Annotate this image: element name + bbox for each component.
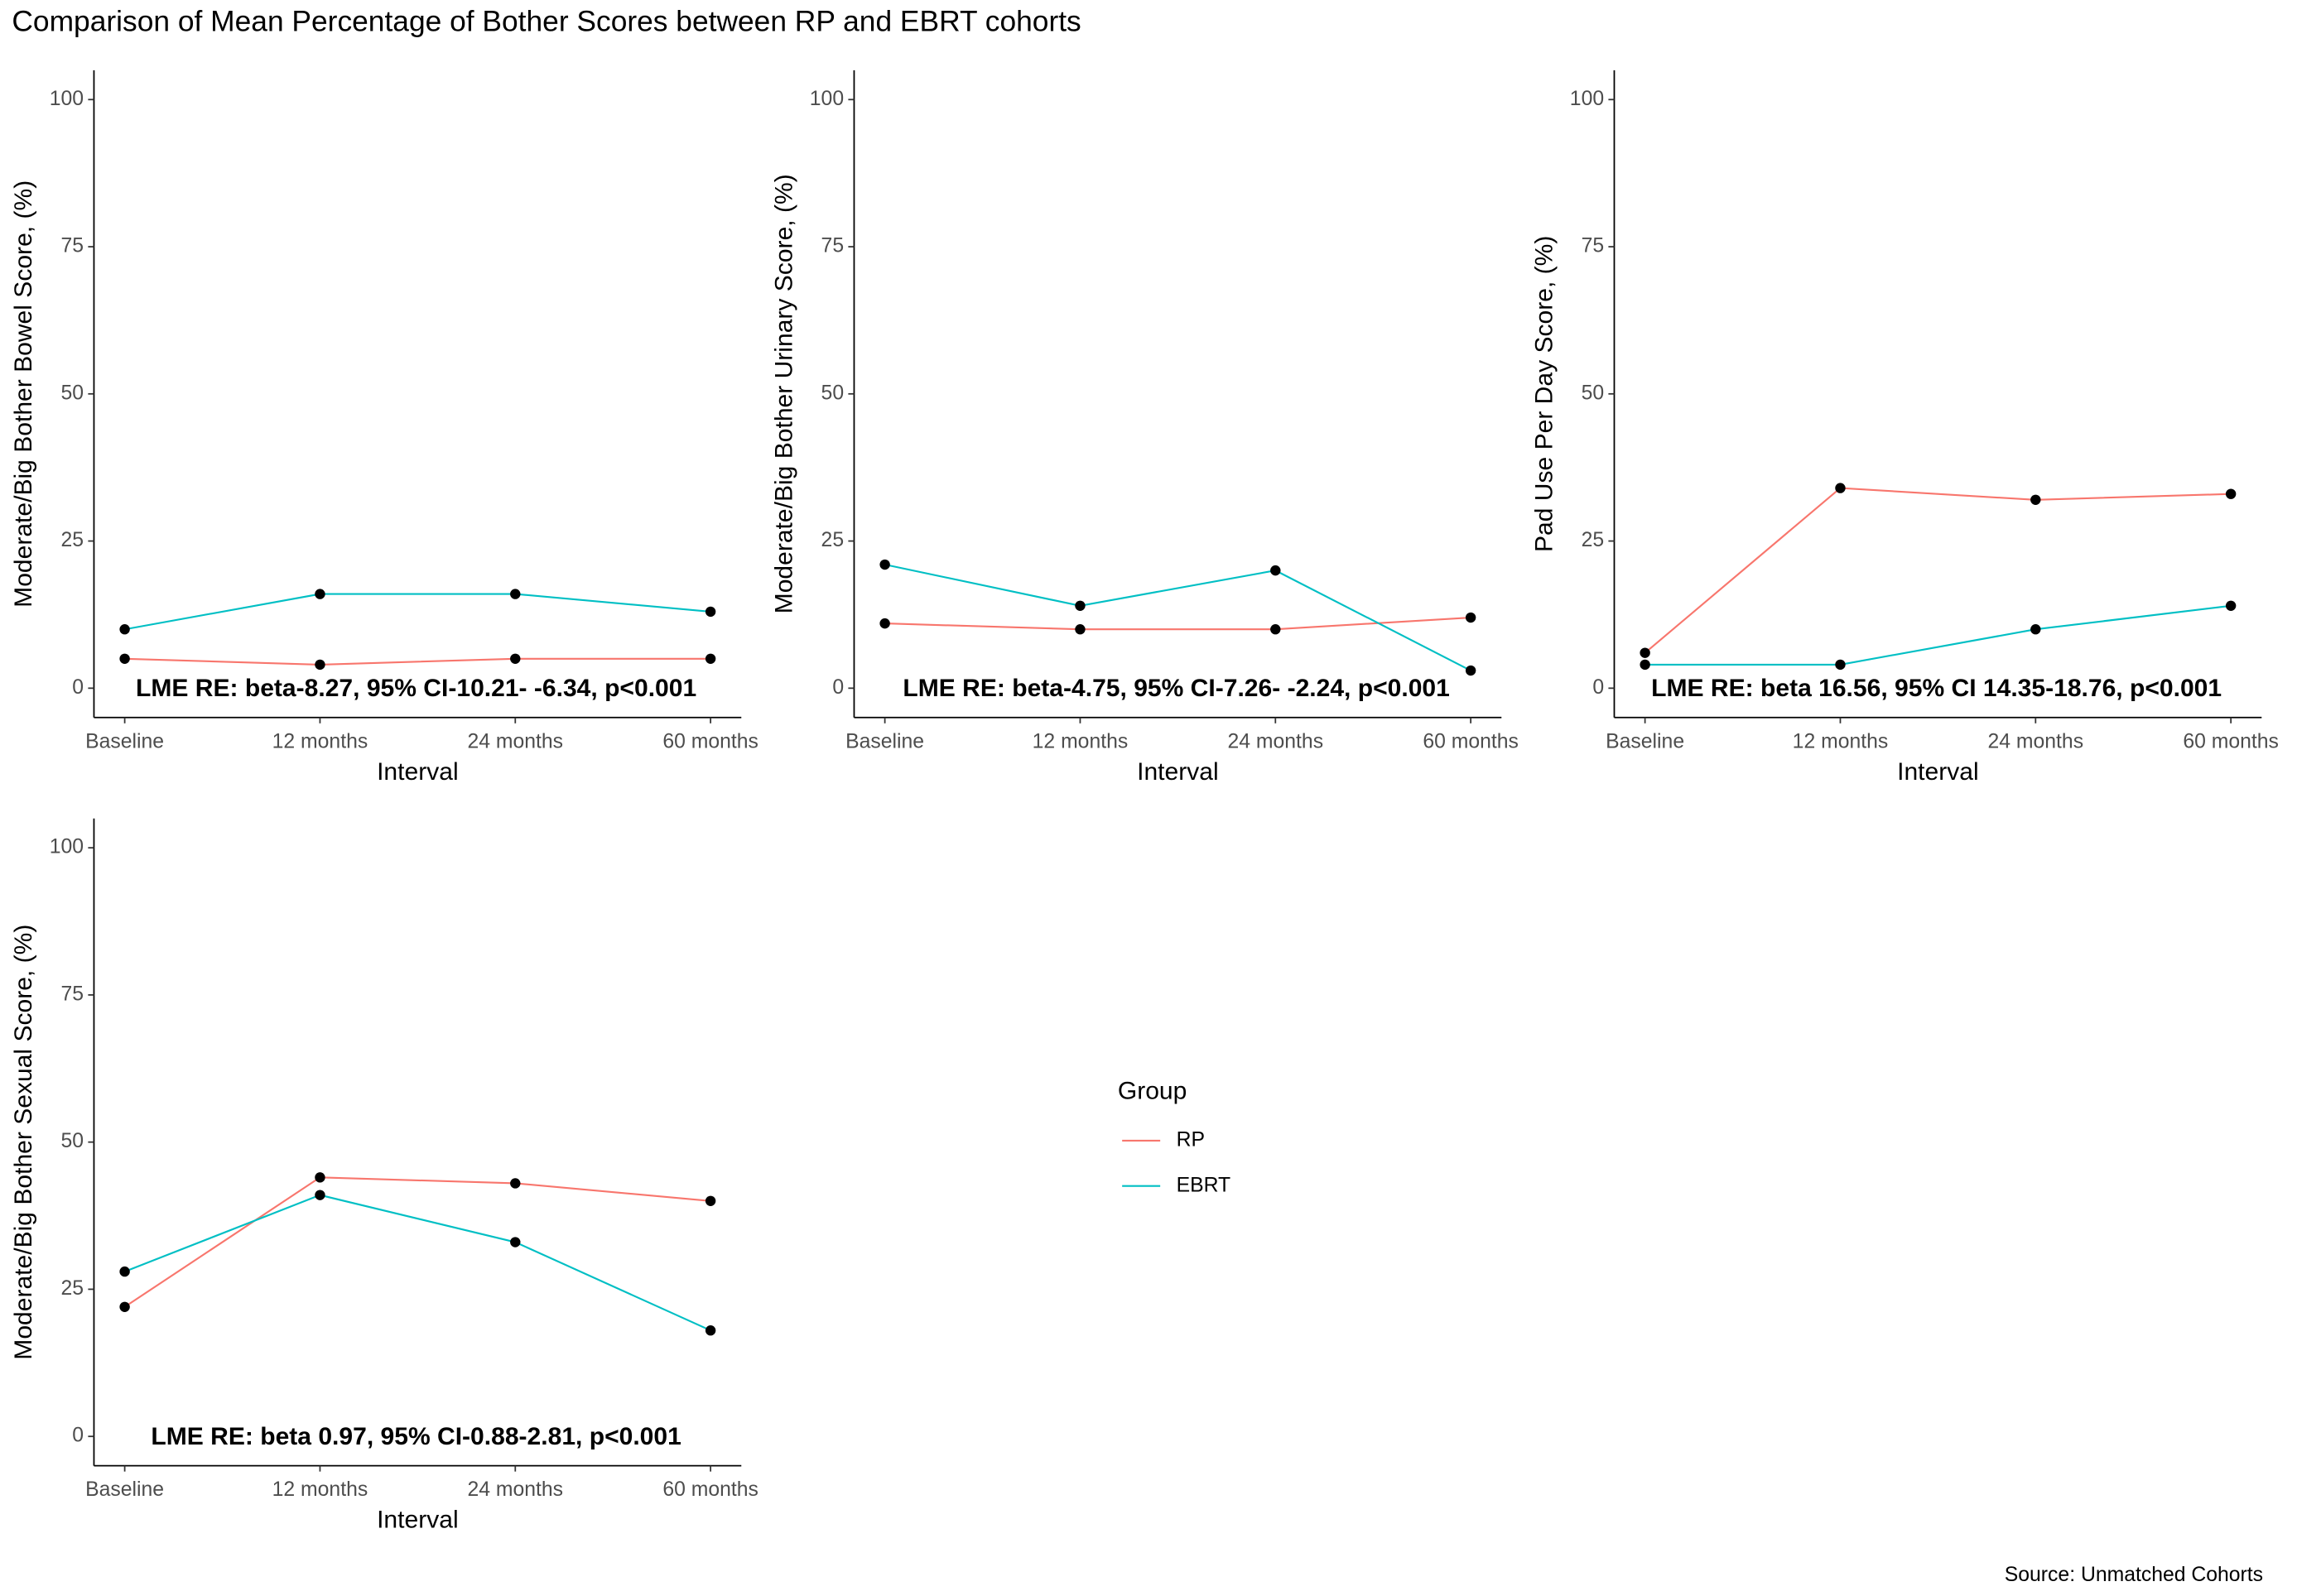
data-point (879, 559, 890, 570)
x-tick-label: 60 months (2183, 730, 2279, 752)
annotation: LME RE: beta 0.97, 95% CI-0.88-2.81, p<0… (151, 1423, 681, 1450)
series-line (884, 563, 1471, 671)
data-point (119, 1301, 130, 1312)
x-tick-label: 12 months (1033, 730, 1129, 752)
data-point (705, 1325, 716, 1336)
data-point (879, 618, 890, 629)
data-point (119, 1266, 130, 1277)
y-tick-label: 25 (61, 1277, 84, 1300)
data-point (315, 1172, 325, 1183)
y-tick-label: 75 (1582, 235, 1605, 257)
y-tick-label: 25 (61, 529, 84, 551)
legend-label: EBRT (1177, 1174, 1231, 1196)
x-axis-title: Interval (1137, 758, 1219, 786)
y-axis-title: Moderate/Big Bother Urinary Score, (%) (770, 174, 797, 613)
data-point (1835, 483, 1846, 493)
y-tick-label: 75 (821, 235, 845, 257)
y-tick-label: 100 (50, 836, 84, 858)
series-line (1644, 604, 2232, 666)
data-point (705, 1195, 716, 1206)
y-tick-label: 25 (821, 529, 845, 551)
x-tick-label: 24 months (467, 1478, 563, 1501)
data-point (510, 589, 521, 599)
annotation: LME RE: beta-8.27, 95% CI-10.21- -6.34, … (136, 675, 696, 702)
y-tick-label: 0 (72, 676, 84, 699)
figure-title: Comparison of Mean Percentage of Bother … (12, 6, 1081, 38)
legend-title: Group (1118, 1077, 1187, 1104)
data-point (705, 653, 716, 664)
data-point (2030, 624, 2041, 635)
x-tick-label: 24 months (1228, 730, 1324, 752)
x-tick-label: 12 months (272, 730, 368, 752)
x-tick-label: 24 months (1988, 730, 2084, 752)
data-point (1270, 565, 1281, 576)
x-tick-label: 24 months (467, 730, 563, 752)
x-axis-title: Interval (377, 758, 459, 786)
x-tick-label: Baseline (1606, 730, 1684, 752)
y-tick-label: 75 (61, 983, 84, 1005)
x-tick-label: 60 months (662, 730, 758, 752)
data-point (315, 659, 325, 671)
x-axis-title: Interval (1897, 758, 1979, 786)
data-point (1075, 600, 1086, 611)
x-tick-label: Baseline (85, 1478, 164, 1501)
x-tick-label: Baseline (85, 730, 164, 752)
data-point (705, 606, 716, 618)
x-tick-label: Baseline (845, 730, 924, 752)
series-line (124, 593, 711, 631)
y-tick-label: 25 (1582, 529, 1605, 551)
y-tick-label: 0 (832, 676, 844, 699)
y-axis-title: Moderate/Big Bother Bowel Score, (%) (10, 180, 37, 608)
data-point (315, 589, 325, 599)
series-line (1644, 487, 2232, 654)
data-point (1270, 624, 1281, 635)
data-point (510, 1178, 521, 1189)
y-axis-title: Moderate/Big Bother Sexual Score, (%) (10, 925, 37, 1360)
data-point (1640, 659, 1650, 671)
series-line (884, 616, 1471, 631)
x-tick-label: 12 months (272, 1478, 368, 1501)
data-point (1835, 659, 1846, 671)
data-point (510, 653, 521, 664)
y-tick-label: 0 (72, 1425, 84, 1447)
data-point (1465, 612, 1476, 623)
data-point (2225, 600, 2237, 611)
y-tick-label: 50 (61, 382, 84, 404)
legend-label: RP (1177, 1128, 1205, 1151)
y-tick-label: 50 (1582, 382, 1605, 404)
data-point (2225, 488, 2237, 499)
data-point (119, 624, 130, 635)
x-tick-label: 12 months (1793, 730, 1889, 752)
x-axis-title: Interval (377, 1507, 459, 1534)
y-axis-title: Pad Use Per Day Score, (%) (1530, 236, 1558, 552)
y-tick-label: 100 (50, 88, 84, 110)
data-point (2030, 494, 2041, 505)
data-point (1465, 665, 1476, 676)
data-point (510, 1237, 521, 1247)
data-point (119, 653, 130, 664)
caption: Source: Unmatched Cohorts (2005, 1564, 2263, 1586)
data-point (315, 1190, 325, 1200)
y-tick-label: 100 (1570, 88, 1604, 110)
y-tick-label: 75 (61, 235, 84, 257)
series-line (124, 657, 711, 666)
series-line (124, 1176, 711, 1308)
y-tick-label: 50 (821, 382, 845, 404)
x-tick-label: 60 months (1423, 730, 1519, 752)
y-tick-label: 100 (810, 88, 844, 110)
x-tick-label: 60 months (662, 1478, 758, 1501)
annotation: LME RE: beta-4.75, 95% CI-7.26- -2.24, p… (903, 675, 1449, 702)
data-point (1640, 647, 1650, 658)
data-point (1075, 624, 1086, 635)
series-line (124, 1194, 711, 1332)
y-tick-label: 0 (1592, 676, 1604, 699)
y-tick-label: 50 (61, 1130, 84, 1152)
annotation: LME RE: beta 16.56, 95% CI 14.35-18.76, … (1651, 675, 2222, 702)
